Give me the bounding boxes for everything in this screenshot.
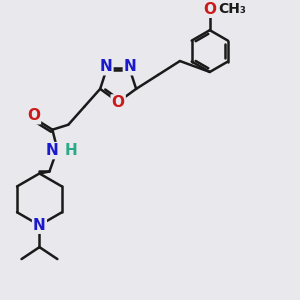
Text: O: O [112, 95, 125, 110]
Text: N: N [100, 59, 112, 74]
Text: N: N [124, 59, 136, 74]
Text: N: N [46, 143, 59, 158]
Text: CH₃: CH₃ [219, 2, 247, 16]
Text: N: N [33, 218, 46, 233]
Text: O: O [27, 108, 40, 123]
Text: O: O [203, 2, 216, 17]
Text: H: H [64, 143, 77, 158]
